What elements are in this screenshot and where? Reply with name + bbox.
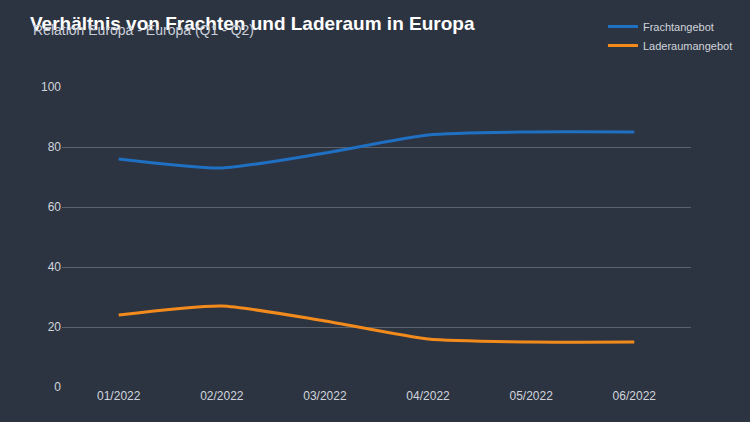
svg-text:01/2022: 01/2022 — [97, 389, 141, 403]
svg-text:80: 80 — [48, 140, 62, 154]
svg-text:Frachtangebot: Frachtangebot — [643, 21, 714, 33]
svg-text:05/2022: 05/2022 — [509, 389, 553, 403]
svg-text:04/2022: 04/2022 — [406, 389, 450, 403]
svg-text:100: 100 — [41, 80, 61, 94]
svg-text:03/2022: 03/2022 — [303, 389, 347, 403]
svg-text:20: 20 — [48, 320, 62, 334]
svg-text:Relation Europa - Europa (Q1 -: Relation Europa - Europa (Q1 - Q2) — [33, 22, 254, 38]
svg-text:02/2022: 02/2022 — [200, 389, 244, 403]
svg-text:Laderaumangebot: Laderaumangebot — [643, 40, 732, 52]
svg-text:Verhältnis von Frachten und La: Verhältnis von Frachten und Laderaum in … — [30, 13, 475, 34]
svg-text:06/2022: 06/2022 — [613, 389, 657, 403]
svg-text:0: 0 — [54, 380, 61, 394]
svg-text:40: 40 — [48, 260, 62, 274]
svg-text:60: 60 — [48, 200, 62, 214]
